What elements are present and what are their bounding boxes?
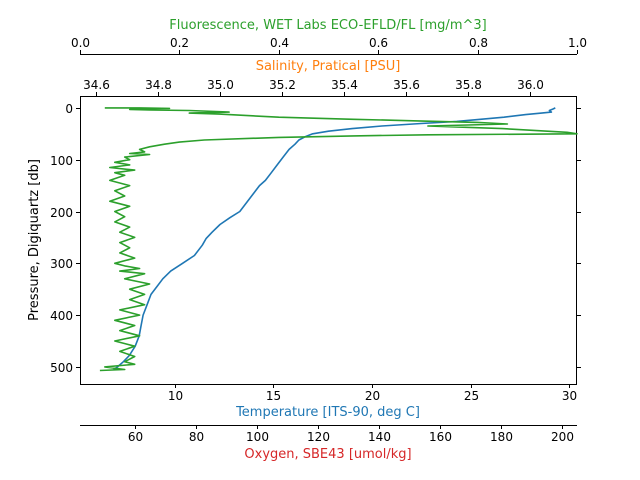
fluorescence-axis-title: Fluorescence, WET Labs ECO-EFLD/FL [mg/m… xyxy=(169,18,486,33)
x-tick-label-top-offset-0: 0.0 xyxy=(71,36,90,50)
x-tick-label-bottom-offset-160: 160 xyxy=(429,430,452,444)
x-tick-label-bottom-offset-60: 60 xyxy=(128,430,143,444)
x-tick-label-bottom-offset-120: 120 xyxy=(307,430,330,444)
x-tick-label-top-34.8: 34.8 xyxy=(145,78,172,92)
x-tick-label-top-35.8: 35.8 xyxy=(455,78,482,92)
y-tick-label-300: 300 xyxy=(50,257,73,271)
x-tick-label-top-34.6: 34.6 xyxy=(83,78,110,92)
plot-area xyxy=(80,96,577,385)
x-tick-label-bottom-offset-80: 80 xyxy=(189,430,204,444)
x-tick-label-top-35.4: 35.4 xyxy=(331,78,358,92)
plot-frame xyxy=(80,96,577,385)
y-tick-label-100: 100 xyxy=(50,154,73,168)
series-line-1 xyxy=(99,107,578,372)
y-axis-title: Pressure, Digiquartz [db] xyxy=(27,159,42,321)
y-tick-label-0: 0 xyxy=(65,102,73,116)
axis-ticks: 0 100 200 300 400 500 10 15 20 25 30 60 80 100 120 140 1… xyxy=(50,36,587,444)
x-tick-label-top-offset-0.2: 0.2 xyxy=(170,36,189,50)
salinity-axis-title: Salinity, Pratical [PSU] xyxy=(256,59,401,74)
x-tick-label-top-36: 36.0 xyxy=(517,78,544,92)
x-tick-label-bottom-25: 25 xyxy=(464,389,479,403)
x-tick-label-top-offset-0.6: 0.6 xyxy=(369,36,388,50)
x-tick-label-top-35.6: 35.6 xyxy=(393,78,420,92)
x-tick-label-bottom-offset-180: 180 xyxy=(490,430,513,444)
series-line-0 xyxy=(113,107,556,371)
y-tick-label-200: 200 xyxy=(50,206,73,220)
x-tick-label-top-35.2: 35.2 xyxy=(269,78,296,92)
x-tick-label-bottom-10: 10 xyxy=(168,389,183,403)
x-tick-label-top-35: 35.0 xyxy=(207,78,234,92)
data-series xyxy=(99,107,578,372)
x-tick-label-bottom-30: 30 xyxy=(562,389,577,403)
x-tick-label-top-offset-0.4: 0.4 xyxy=(270,36,289,50)
y-tick-label-500: 500 xyxy=(50,361,73,375)
x-tick-label-top-offset-1: 1.0 xyxy=(568,36,587,50)
x-tick-label-bottom-20: 20 xyxy=(365,389,380,403)
x-tick-label-bottom-15: 15 xyxy=(266,389,281,403)
oxygen-axis-title: Oxygen, SBE43 [umol/kg] xyxy=(244,447,411,462)
x-tick-label-bottom-offset-140: 140 xyxy=(368,430,391,444)
x-tick-label-bottom-offset-100: 100 xyxy=(246,430,269,444)
temperature-axis-title: Temperature [ITS-90, deg C] xyxy=(235,405,420,420)
x-tick-label-top-offset-0.8: 0.8 xyxy=(469,36,488,50)
y-tick-label-400: 400 xyxy=(50,309,73,323)
x-tick-label-bottom-offset-200: 200 xyxy=(551,430,574,444)
